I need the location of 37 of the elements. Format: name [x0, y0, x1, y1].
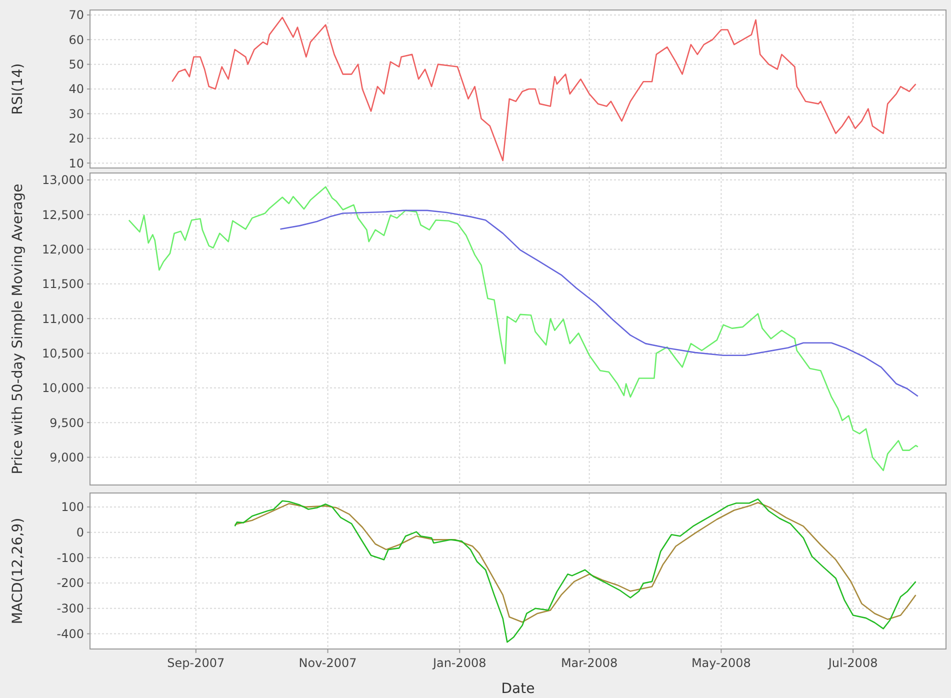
- line-series: [280, 210, 919, 397]
- y-tick-label: 11,500: [42, 277, 84, 292]
- x-tick-label: May-2008: [691, 656, 751, 670]
- x-tick-label: Nov-2007: [298, 656, 357, 670]
- y-tick-label: 10,500: [42, 346, 84, 360]
- line-series: [234, 502, 916, 623]
- y-tick-label: -400: [56, 626, 84, 641]
- y-tick-label: 40: [68, 82, 84, 96]
- y-axis-title: RSI(14): [10, 63, 26, 115]
- y-tick-label: 70: [68, 8, 84, 22]
- y-tick-label: 100: [61, 500, 84, 514]
- y-tick-label: 12,000: [42, 242, 84, 256]
- y-tick-label: 20: [68, 132, 84, 146]
- x-tick-label: Sep-2007: [167, 656, 225, 670]
- y-tick-label: 10,000: [42, 381, 84, 396]
- line-series: [234, 498, 916, 643]
- y-axis-title: Price with 50-day Simple Moving Average: [10, 184, 26, 474]
- x-tick-label: Jan-2008: [432, 656, 486, 670]
- y-tick-label: 13,000: [42, 173, 84, 188]
- y-tick-label: 12,500: [42, 208, 84, 222]
- y-tick-label: 50: [68, 58, 84, 72]
- y-tick-label: 9,500: [50, 416, 84, 430]
- y-tick-label: 0: [76, 526, 84, 540]
- line-series: [128, 186, 919, 472]
- y-tick-label: -100: [56, 550, 84, 565]
- y-tick-label: 60: [68, 32, 84, 47]
- y-tick-label: -200: [56, 576, 84, 590]
- y-tick-label: 9,000: [50, 450, 84, 464]
- line-series: [171, 16, 916, 162]
- x-tick-label: Mar-2008: [560, 656, 618, 670]
- y-tick-label: -300: [56, 602, 84, 616]
- y-tick-label: 10: [68, 156, 84, 170]
- x-axis-title: Date: [501, 681, 535, 697]
- y-tick-label: 11,000: [42, 312, 84, 326]
- y-axis-title: MACD(12,26,9): [10, 518, 26, 624]
- x-tick-label: Jul-2008: [827, 656, 878, 670]
- y-tick-label: 30: [68, 106, 84, 121]
